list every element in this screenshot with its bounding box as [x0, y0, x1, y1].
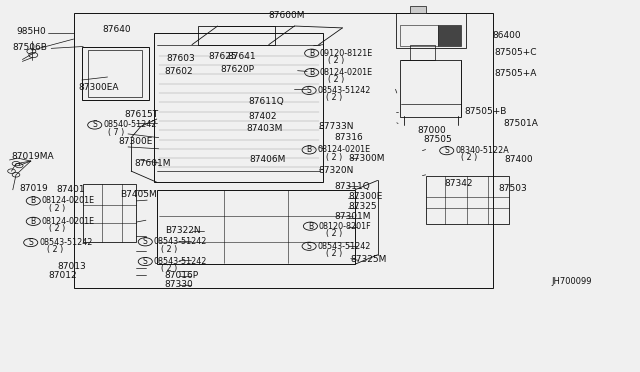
Text: ( 2 ): ( 2 )	[49, 204, 65, 213]
Text: 87325: 87325	[349, 202, 378, 211]
Text: B: B	[309, 68, 314, 77]
Text: S: S	[307, 242, 312, 251]
Text: 87400: 87400	[504, 155, 533, 164]
Text: 87505+B: 87505+B	[465, 107, 507, 116]
Text: 87641: 87641	[228, 52, 257, 61]
Text: ( 2 ): ( 2 )	[49, 224, 65, 233]
Text: 87625: 87625	[208, 52, 237, 61]
Text: 08340-5122A: 08340-5122A	[456, 146, 509, 155]
Bar	[400, 25, 438, 46]
Text: 08540-51242: 08540-51242	[104, 121, 157, 129]
Text: S: S	[28, 238, 33, 247]
Bar	[396, 13, 466, 48]
Text: 87301M: 87301M	[334, 212, 371, 221]
Text: S: S	[143, 257, 148, 266]
Text: 87402: 87402	[248, 112, 277, 121]
Text: 87300E: 87300E	[118, 137, 153, 146]
Text: ( 2 ): ( 2 )	[161, 264, 177, 273]
Text: 87012: 87012	[49, 271, 77, 280]
Bar	[198, 26, 275, 45]
Text: 08543-51242: 08543-51242	[317, 86, 371, 95]
Text: 86400: 86400	[493, 31, 522, 40]
Text: ( 2 ): ( 2 )	[326, 93, 342, 102]
Bar	[426, 176, 509, 224]
Text: B: B	[31, 217, 36, 226]
Text: S: S	[92, 121, 97, 129]
Text: B7322N: B7322N	[165, 226, 201, 235]
Text: 87611Q: 87611Q	[248, 97, 284, 106]
Text: 87000: 87000	[417, 126, 446, 135]
Text: ( 2 ): ( 2 )	[47, 246, 63, 254]
Text: 87501A: 87501A	[504, 119, 538, 128]
Bar	[438, 25, 461, 46]
Text: 87403M: 87403M	[246, 124, 283, 133]
Text: 87640: 87640	[102, 25, 131, 34]
Text: 87506B: 87506B	[13, 43, 47, 52]
Bar	[157, 190, 355, 264]
Bar	[400, 60, 461, 117]
Text: 87300EA: 87300EA	[78, 83, 118, 92]
Text: S: S	[143, 237, 148, 246]
Text: 87316: 87316	[335, 133, 364, 142]
Text: 87503: 87503	[498, 185, 527, 193]
Text: ( 2 ): ( 2 )	[161, 245, 177, 254]
Text: ( 2 ): ( 2 )	[326, 153, 342, 162]
Bar	[410, 45, 435, 60]
Text: B: B	[309, 49, 314, 58]
Text: ( 2 ): ( 2 )	[461, 153, 477, 162]
Text: 08124-0201E: 08124-0201E	[317, 145, 371, 154]
Text: 87406M: 87406M	[250, 155, 286, 164]
Text: 08124-0201E: 08124-0201E	[42, 196, 95, 205]
Bar	[74, 13, 493, 288]
Bar	[82, 46, 149, 100]
Text: B: B	[308, 222, 313, 231]
Text: 87019: 87019	[19, 184, 48, 193]
Text: 87300E: 87300E	[349, 192, 383, 201]
Text: B: B	[31, 196, 36, 205]
Text: 87311Q: 87311Q	[334, 182, 370, 191]
Text: 87733N: 87733N	[319, 122, 354, 131]
Text: 87505+A: 87505+A	[495, 69, 537, 78]
Text: 87013: 87013	[58, 262, 86, 271]
Text: ( 7 ): ( 7 )	[108, 128, 124, 137]
Text: 985H0: 985H0	[17, 27, 46, 36]
Text: 87600M: 87600M	[269, 12, 305, 20]
Text: 08124-0201E: 08124-0201E	[320, 68, 373, 77]
Text: B: B	[307, 145, 312, 154]
Text: 08543-51242: 08543-51242	[154, 257, 207, 266]
Text: 87300M: 87300M	[349, 154, 385, 163]
Text: ( 2 ): ( 2 )	[328, 56, 344, 65]
Text: 87330: 87330	[164, 280, 193, 289]
Text: 87325M: 87325M	[351, 255, 387, 264]
Text: 87505: 87505	[424, 135, 452, 144]
Text: ( 2 ): ( 2 )	[328, 76, 344, 84]
Text: JH700099: JH700099	[552, 278, 592, 286]
Text: 09120-8121E: 09120-8121E	[320, 49, 373, 58]
Text: 87019MA: 87019MA	[12, 152, 54, 161]
Text: B7405M: B7405M	[120, 190, 157, 199]
Bar	[410, 6, 426, 13]
Text: ( 2 ): ( 2 )	[326, 249, 342, 258]
Text: 08543-51242: 08543-51242	[40, 238, 93, 247]
Text: 08543-51242: 08543-51242	[317, 242, 371, 251]
Text: 08124-0201E: 08124-0201E	[42, 217, 95, 226]
Text: 87602: 87602	[164, 67, 193, 76]
Text: ( 2 ): ( 2 )	[326, 229, 342, 238]
Text: 87342: 87342	[445, 179, 474, 187]
Text: 87601M: 87601M	[134, 159, 171, 168]
Bar	[88, 50, 142, 97]
Text: 08543-51242: 08543-51242	[154, 237, 207, 246]
Text: 87620P: 87620P	[220, 65, 254, 74]
Text: S: S	[444, 146, 449, 155]
Text: S: S	[307, 86, 312, 95]
Text: 87603: 87603	[166, 54, 195, 63]
Text: 87615T: 87615T	[125, 110, 159, 119]
Bar	[83, 184, 136, 242]
Text: 87320N: 87320N	[319, 166, 354, 174]
Bar	[154, 33, 323, 182]
Text: 08120-8201F: 08120-8201F	[319, 222, 371, 231]
Text: 87505+C: 87505+C	[495, 48, 537, 57]
Text: 87401: 87401	[56, 185, 85, 194]
Text: 87016P: 87016P	[164, 271, 198, 280]
